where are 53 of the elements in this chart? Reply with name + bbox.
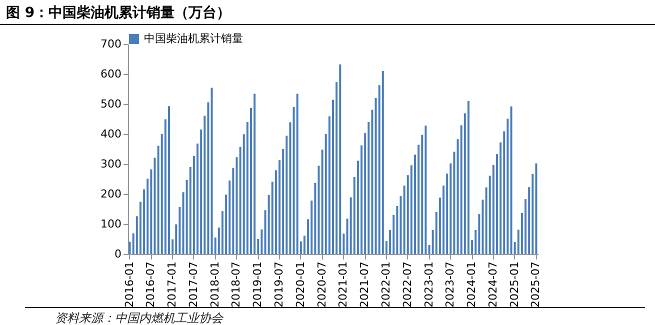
bar: [339, 64, 342, 254]
bar: [260, 229, 263, 254]
y-tick-label: 700: [100, 38, 122, 50]
x-tick-label: 2021-07: [358, 262, 372, 308]
bar: [482, 200, 484, 254]
x-tick-label: 2017-07: [186, 262, 200, 308]
x-tick-label: 2018-01: [208, 262, 222, 308]
x-tick-label: 2021-01: [336, 262, 350, 308]
x-tick-label: 2022-01: [379, 262, 392, 308]
bar: [453, 152, 456, 254]
bar: [207, 102, 210, 254]
x-tick-label: 2019-07: [272, 262, 286, 308]
x-tick-label: 2016-07: [144, 262, 158, 308]
x-tick-label: 2020-01: [294, 262, 307, 308]
x-tick-label: 2023-07: [444, 262, 457, 308]
x-tick-label: 2020-07: [315, 262, 328, 308]
bar: [289, 122, 292, 254]
x-tick-label: 2025-07: [529, 262, 542, 308]
y-tick-label: 300: [100, 158, 122, 170]
y-tick-label: 400: [100, 128, 122, 140]
x-tick-label: 2016-01: [122, 262, 136, 308]
bar: [210, 88, 213, 254]
x-tick-label: 2024-07: [486, 262, 500, 308]
bar: [400, 196, 402, 254]
bar: [535, 163, 538, 254]
bar: [178, 206, 181, 254]
bar: [236, 157, 238, 254]
bar: [168, 106, 170, 254]
bar: [510, 106, 512, 254]
bar: [506, 118, 509, 254]
bar: [296, 94, 298, 254]
y-tick-label: 500: [100, 98, 122, 110]
text: 资料来源：中国内燃机工业协会: [25, 307, 645, 325]
bar: [382, 71, 384, 254]
chart-title: 图 9：中国柴油机累计销量（万台）: [0, 0, 655, 25]
y-tick-label: 200: [100, 188, 122, 200]
y-tick-label: 0: [114, 248, 122, 260]
legend-label: 中国柴油机累计销量: [144, 32, 243, 45]
x-tick-label: 2018-07: [230, 262, 243, 308]
bar: [318, 166, 320, 254]
x-tick-label: 2017-01: [166, 262, 179, 308]
x-tick-label: 2022-07: [400, 262, 414, 308]
bar: [154, 158, 156, 254]
bar: [371, 110, 374, 254]
bar: [254, 94, 256, 254]
bar: [424, 126, 427, 254]
x-tick-label: 2024-01: [465, 262, 478, 308]
x-tick-label: 2023-01: [422, 262, 436, 308]
x-tick-label: 2025-01: [508, 262, 521, 308]
y-tick-label: 100: [100, 218, 122, 230]
y-tick-label: 600: [100, 68, 122, 80]
x-tick-label: 2019-01: [251, 262, 264, 308]
bar: [467, 101, 470, 254]
